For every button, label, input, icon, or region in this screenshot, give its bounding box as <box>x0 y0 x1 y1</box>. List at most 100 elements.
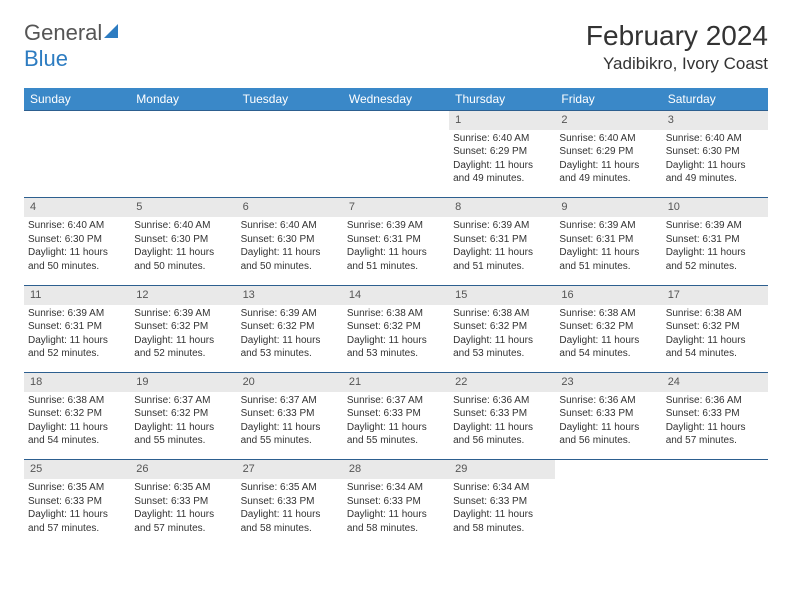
day-number: 18 <box>24 373 130 392</box>
sunrise-text: Sunrise: 6:39 AM <box>453 219 551 233</box>
day-number: 12 <box>130 285 236 304</box>
sunrise-text: Sunrise: 6:36 AM <box>559 394 657 408</box>
day-number: 4 <box>24 198 130 217</box>
sunrise-text: Sunrise: 6:38 AM <box>347 307 445 321</box>
daynum-row: 11121314151617 <box>24 285 768 304</box>
day-number: 17 <box>662 285 768 304</box>
sunset-text: Sunset: 6:32 PM <box>241 320 339 334</box>
day-cell: Sunrise: 6:40 AMSunset: 6:30 PMDaylight:… <box>662 130 768 198</box>
sunrise-text: Sunrise: 6:35 AM <box>28 481 126 495</box>
day-cell: Sunrise: 6:35 AMSunset: 6:33 PMDaylight:… <box>237 479 343 547</box>
day-number: 2 <box>555 111 661 130</box>
daylight-text: Daylight: 11 hours and 50 minutes. <box>134 246 232 273</box>
daylight-text: Daylight: 11 hours and 51 minutes. <box>453 246 551 273</box>
sunrise-text: Sunrise: 6:34 AM <box>453 481 551 495</box>
day-number: 26 <box>130 460 236 479</box>
sunset-text: Sunset: 6:32 PM <box>134 320 232 334</box>
day-cell: Sunrise: 6:39 AMSunset: 6:31 PMDaylight:… <box>343 217 449 285</box>
day-cell: Sunrise: 6:40 AMSunset: 6:30 PMDaylight:… <box>130 217 236 285</box>
sunrise-text: Sunrise: 6:40 AM <box>559 132 657 146</box>
daylight-text: Daylight: 11 hours and 53 minutes. <box>347 334 445 361</box>
sunset-text: Sunset: 6:33 PM <box>347 495 445 509</box>
sunrise-text: Sunrise: 6:37 AM <box>347 394 445 408</box>
weekday-header: Wednesday <box>343 88 449 111</box>
daylight-text: Daylight: 11 hours and 58 minutes. <box>241 508 339 535</box>
sunrise-text: Sunrise: 6:35 AM <box>241 481 339 495</box>
sunrise-text: Sunrise: 6:39 AM <box>666 219 764 233</box>
sunrise-text: Sunrise: 6:39 AM <box>347 219 445 233</box>
daylight-text: Daylight: 11 hours and 52 minutes. <box>134 334 232 361</box>
daylight-text: Daylight: 11 hours and 52 minutes. <box>666 246 764 273</box>
daynum-row: 123 <box>24 111 768 130</box>
sunrise-text: Sunrise: 6:38 AM <box>666 307 764 321</box>
day-cell: Sunrise: 6:40 AMSunset: 6:29 PMDaylight:… <box>555 130 661 198</box>
day-number: 15 <box>449 285 555 304</box>
day-cell: Sunrise: 6:40 AMSunset: 6:29 PMDaylight:… <box>449 130 555 198</box>
sunset-text: Sunset: 6:33 PM <box>559 407 657 421</box>
sunset-text: Sunset: 6:32 PM <box>559 320 657 334</box>
daylight-text: Daylight: 11 hours and 52 minutes. <box>28 334 126 361</box>
daylight-text: Daylight: 11 hours and 54 minutes. <box>666 334 764 361</box>
daylight-text: Daylight: 11 hours and 57 minutes. <box>28 508 126 535</box>
day-number: 10 <box>662 198 768 217</box>
daylight-text: Daylight: 11 hours and 56 minutes. <box>453 421 551 448</box>
daynum-row: 45678910 <box>24 198 768 217</box>
day-cell: Sunrise: 6:39 AMSunset: 6:32 PMDaylight:… <box>130 305 236 373</box>
daylight-text: Daylight: 11 hours and 58 minutes. <box>347 508 445 535</box>
day-cell: Sunrise: 6:34 AMSunset: 6:33 PMDaylight:… <box>449 479 555 547</box>
location-subtitle: Yadibikro, Ivory Coast <box>586 54 768 74</box>
sunset-text: Sunset: 6:32 PM <box>453 320 551 334</box>
day-number: 8 <box>449 198 555 217</box>
daynum-row: 18192021222324 <box>24 373 768 392</box>
sunrise-text: Sunrise: 6:34 AM <box>347 481 445 495</box>
sunrise-text: Sunrise: 6:38 AM <box>559 307 657 321</box>
sunset-text: Sunset: 6:33 PM <box>241 495 339 509</box>
sunset-text: Sunset: 6:33 PM <box>134 495 232 509</box>
calendar-body: 123Sunrise: 6:40 AMSunset: 6:29 PMDaylig… <box>24 111 768 548</box>
day-cell: Sunrise: 6:37 AMSunset: 6:33 PMDaylight:… <box>237 392 343 460</box>
sunrise-text: Sunrise: 6:37 AM <box>241 394 339 408</box>
day-number: 25 <box>24 460 130 479</box>
day-number: 1 <box>449 111 555 130</box>
sunset-text: Sunset: 6:33 PM <box>28 495 126 509</box>
day-number <box>662 460 768 479</box>
daylight-text: Daylight: 11 hours and 57 minutes. <box>666 421 764 448</box>
day-cell: Sunrise: 6:40 AMSunset: 6:30 PMDaylight:… <box>237 217 343 285</box>
daylight-text: Daylight: 11 hours and 50 minutes. <box>241 246 339 273</box>
sunrise-text: Sunrise: 6:40 AM <box>453 132 551 146</box>
sunrise-text: Sunrise: 6:39 AM <box>134 307 232 321</box>
day-cell: Sunrise: 6:36 AMSunset: 6:33 PMDaylight:… <box>449 392 555 460</box>
daylight-text: Daylight: 11 hours and 54 minutes. <box>559 334 657 361</box>
day-cell: Sunrise: 6:39 AMSunset: 6:32 PMDaylight:… <box>237 305 343 373</box>
day-cell <box>343 130 449 198</box>
daylight-text: Daylight: 11 hours and 56 minutes. <box>559 421 657 448</box>
day-cell: Sunrise: 6:36 AMSunset: 6:33 PMDaylight:… <box>555 392 661 460</box>
weekday-header: Tuesday <box>237 88 343 111</box>
sunset-text: Sunset: 6:33 PM <box>241 407 339 421</box>
page-header: General Blue February 2024 Yadibikro, Iv… <box>24 20 768 74</box>
day-number <box>343 111 449 130</box>
sunrise-text: Sunrise: 6:39 AM <box>559 219 657 233</box>
page-title: February 2024 <box>586 20 768 52</box>
sunset-text: Sunset: 6:29 PM <box>559 145 657 159</box>
sunset-text: Sunset: 6:32 PM <box>28 407 126 421</box>
weekday-header-row: Sunday Monday Tuesday Wednesday Thursday… <box>24 88 768 111</box>
day-cell: Sunrise: 6:38 AMSunset: 6:32 PMDaylight:… <box>343 305 449 373</box>
sunset-text: Sunset: 6:30 PM <box>241 233 339 247</box>
sunset-text: Sunset: 6:33 PM <box>453 495 551 509</box>
day-number <box>555 460 661 479</box>
logo-text: General Blue <box>24 20 122 72</box>
daylight-text: Daylight: 11 hours and 51 minutes. <box>347 246 445 273</box>
sunset-text: Sunset: 6:29 PM <box>453 145 551 159</box>
day-cell: Sunrise: 6:38 AMSunset: 6:32 PMDaylight:… <box>24 392 130 460</box>
day-cell: Sunrise: 6:38 AMSunset: 6:32 PMDaylight:… <box>662 305 768 373</box>
day-cell: Sunrise: 6:39 AMSunset: 6:31 PMDaylight:… <box>662 217 768 285</box>
daylight-text: Daylight: 11 hours and 54 minutes. <box>28 421 126 448</box>
sunset-text: Sunset: 6:32 PM <box>666 320 764 334</box>
sunset-text: Sunset: 6:31 PM <box>559 233 657 247</box>
logo-word2: Blue <box>24 46 68 71</box>
weekday-header: Sunday <box>24 88 130 111</box>
sunrise-text: Sunrise: 6:37 AM <box>134 394 232 408</box>
logo: General Blue <box>24 20 122 72</box>
daylight-text: Daylight: 11 hours and 53 minutes. <box>453 334 551 361</box>
